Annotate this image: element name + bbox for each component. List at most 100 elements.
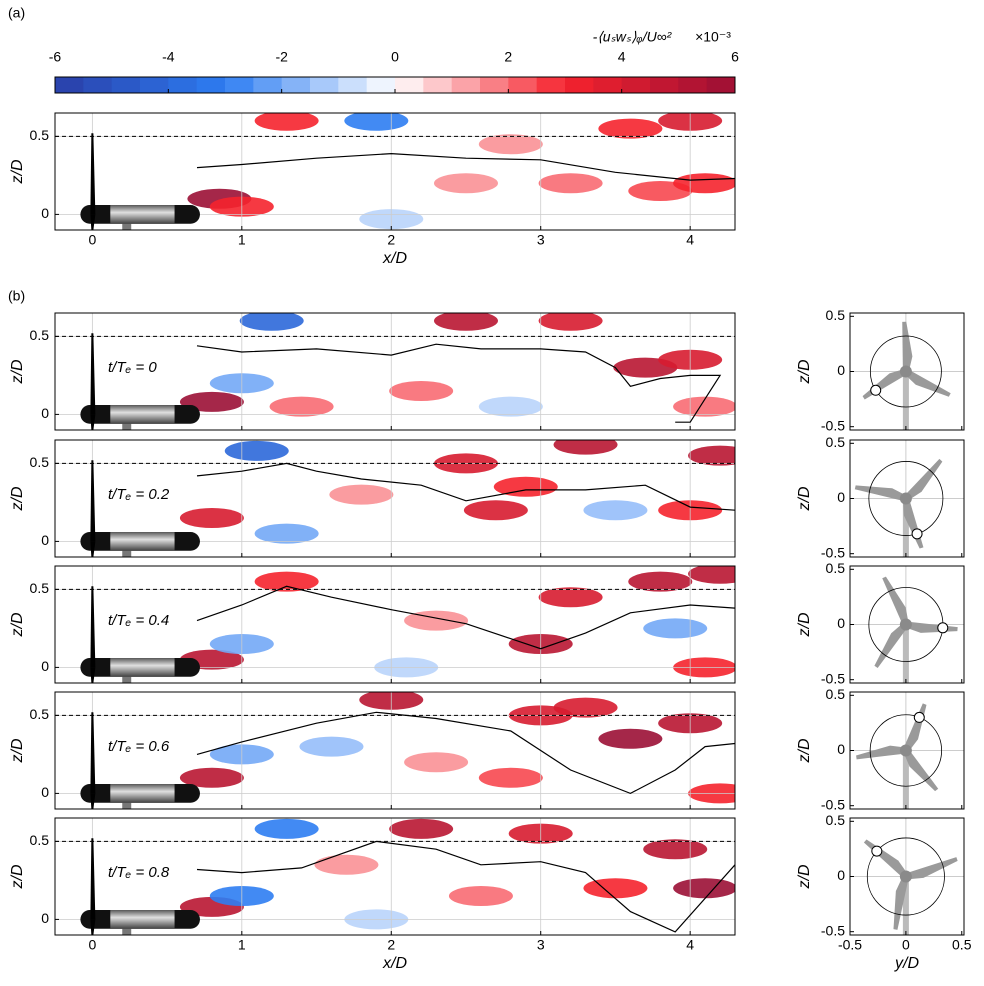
colorbar-level: [451, 77, 481, 93]
y-tick-label: 0.5: [30, 706, 50, 722]
tick-label: -6: [49, 49, 62, 65]
x-tick-label: 3: [537, 937, 545, 953]
rotor-circle: [866, 837, 945, 916]
x-tick-label: 4: [686, 937, 694, 953]
blade-marker: [871, 845, 883, 857]
x-tick-label: 0: [902, 937, 910, 953]
field-region: [643, 839, 708, 860]
x-tick-label: 0.5: [952, 937, 972, 953]
field-region: [673, 396, 735, 417]
colorbar-level: [196, 77, 226, 93]
hub: [899, 870, 912, 883]
plot-frame: [54, 817, 736, 936]
y-axis-label: z/D: [9, 612, 26, 637]
y-tick-label: 0: [41, 405, 49, 421]
plot-area: 0 0.5z/D t/Tₑ = 0: [9, 312, 736, 431]
x-tick-label: 2: [387, 937, 395, 953]
colorbar-level: [140, 77, 169, 93]
y-tick-label: 0.5: [30, 832, 50, 848]
field-region: [269, 396, 334, 417]
field-region: [254, 523, 319, 544]
y-axis-label: z/D: [9, 864, 26, 889]
blade: [90, 586, 96, 668]
tick-label: 4: [618, 49, 626, 65]
contour-line: [196, 711, 735, 795]
field: [55, 566, 735, 683]
y-tick-label: 0: [41, 658, 49, 674]
colorbar-level: [168, 77, 198, 93]
time-label: t/Tₑ = 0.2: [108, 486, 170, 503]
y-axis-label: z/D: [796, 738, 813, 763]
field-region: [598, 118, 663, 139]
y-tick-label: 0.5: [826, 812, 846, 828]
blade: [90, 460, 96, 542]
y-axis-label: z/D: [796, 612, 813, 637]
y-tick-label: -0.5: [821, 796, 845, 812]
x-tick-label: 0: [88, 937, 96, 953]
tick-label: -2: [275, 49, 288, 65]
field-region: [254, 113, 319, 131]
colorbar-level: [83, 77, 113, 93]
y-axis-label: z/D: [796, 486, 813, 511]
field-region: [404, 752, 469, 773]
plot-frame: [54, 565, 736, 684]
rotor-panel: -0.5 0 0.5 -0.5 0 0.5 y/D z/D: [796, 812, 971, 972]
tower: [122, 802, 132, 809]
y-tick-label: 0: [837, 362, 845, 378]
colorbar-level: [593, 77, 623, 93]
field-region: [493, 476, 558, 497]
field-region: [478, 767, 543, 788]
tower: [902, 876, 909, 935]
y-tick-label: 0.5: [826, 434, 846, 450]
blade: [903, 703, 927, 752]
plot-area: 0 0.5 0 1 2 3 4 x/D z/D: [9, 112, 736, 267]
y-axis-label: z/D: [796, 864, 813, 889]
y-tick-label: 0.5: [30, 127, 50, 143]
rotor-panel: -0.5 0 0.5 z/D: [796, 560, 965, 686]
time-label: t/Tₑ = 0.4: [108, 612, 169, 629]
time-label: t/Tₑ = 0.6: [108, 738, 170, 755]
panel-label: (b): [8, 288, 25, 304]
colorbar-level: [366, 77, 396, 93]
colorbar-level: [423, 77, 453, 93]
field-region: [179, 767, 244, 788]
contour-line: [196, 343, 722, 423]
nacelle-body: [110, 205, 175, 224]
plot-area: 0 0.5z/D t/Tₑ = 0.2: [9, 439, 736, 558]
field-region: [299, 736, 364, 757]
plot-frame: [54, 312, 736, 431]
tick-label: -4: [162, 49, 175, 65]
hub: [899, 492, 912, 505]
colorbar-level: [55, 77, 84, 93]
blade-marker: [913, 711, 925, 723]
rotor-panel: -0.5 0 0.5 z/D: [796, 307, 965, 433]
colorbar-level: [310, 77, 339, 93]
colorbar-level: [338, 77, 368, 93]
field-region: [433, 313, 498, 331]
y-tick-label: 0.5: [826, 686, 846, 702]
y-tick-label: -0.5: [821, 544, 845, 560]
tower: [902, 498, 909, 557]
rotor-panel: -0.5 0 0.5 z/D: [796, 686, 965, 812]
y-axis-label: z/D: [9, 486, 26, 511]
field-region: [463, 500, 528, 521]
colorbar-multiplier: ×10⁻³: [695, 29, 731, 45]
contour-line: [196, 585, 735, 650]
blade: [854, 485, 907, 502]
colorbar-level: [706, 77, 736, 93]
tick-label: 0: [391, 49, 399, 65]
blade: [90, 133, 96, 215]
y-tick-label: 0: [41, 784, 49, 800]
field-region: [344, 113, 409, 131]
field-region: [583, 878, 648, 899]
y-tick-label: 0.5: [826, 560, 846, 576]
blade: [90, 919, 96, 935]
panel-label: (a): [8, 5, 25, 21]
field-region: [583, 500, 648, 521]
blade: [90, 333, 96, 415]
colorbar-level: [480, 77, 509, 93]
field: [55, 313, 735, 430]
blade: [856, 745, 907, 760]
plot-frame: [54, 112, 736, 231]
